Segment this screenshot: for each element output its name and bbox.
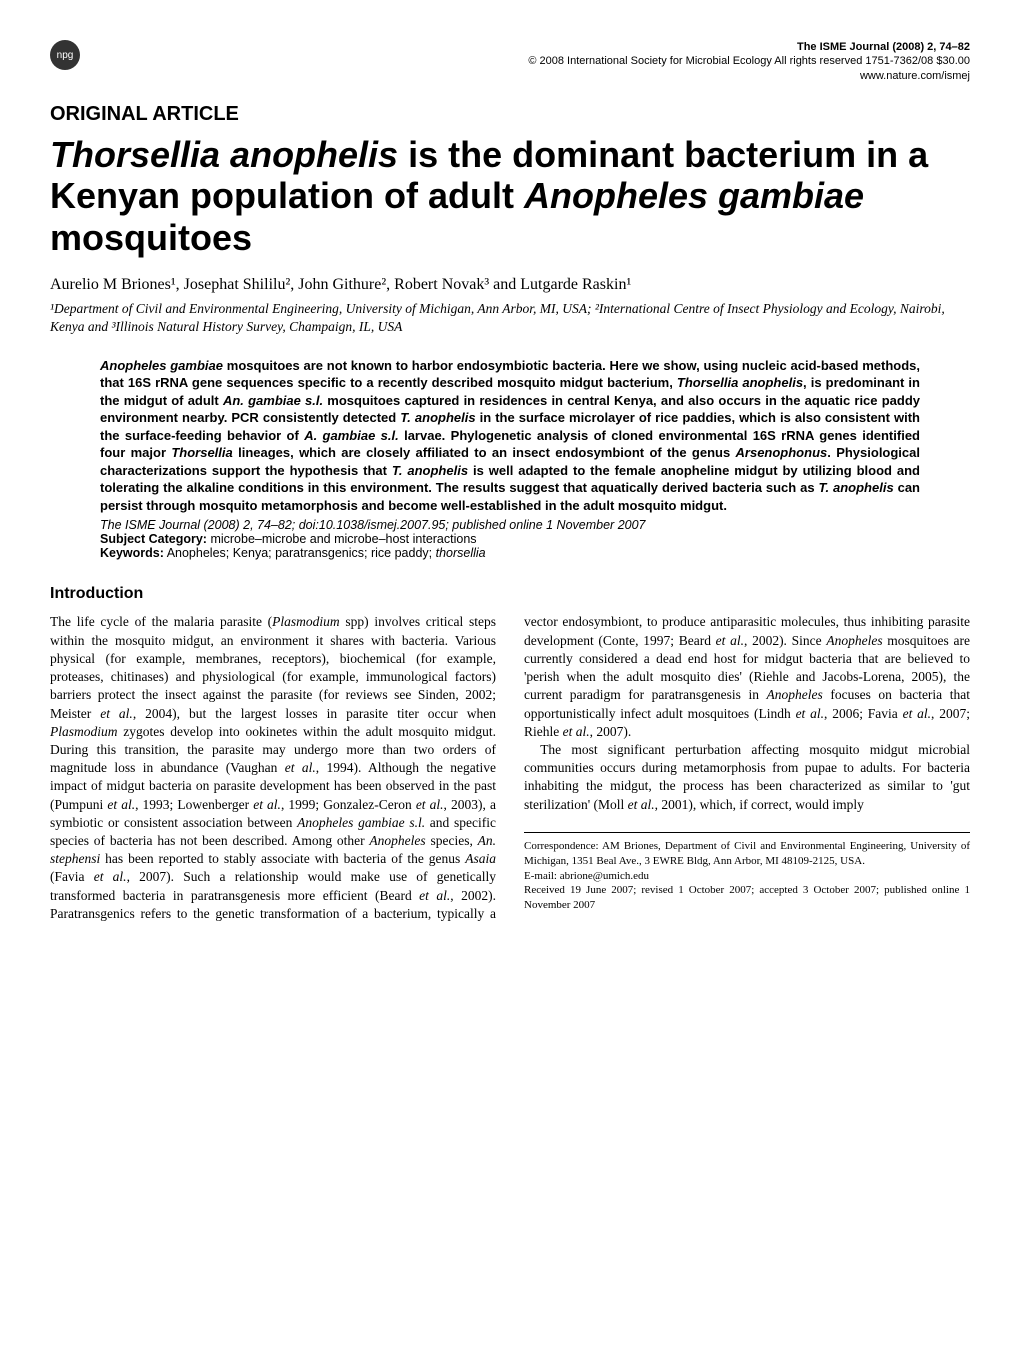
correspondence-block: Correspondence: AM Briones, Department o… bbox=[524, 832, 970, 913]
subject-category: Subject Category: microbe–microbe and mi… bbox=[100, 532, 920, 546]
abstract-block: Anopheles gambiae mosquitoes are not kno… bbox=[50, 357, 970, 561]
affiliations: ¹Department of Civil and Environmental E… bbox=[50, 300, 970, 336]
article-type: ORIGINAL ARTICLE bbox=[50, 103, 970, 126]
intro-paragraph-2: The most significant perturbation affect… bbox=[524, 741, 970, 814]
correspondence-address: Correspondence: AM Briones, Department o… bbox=[524, 839, 970, 869]
journal-title: The ISME Journal (2008) 2, 74–82 bbox=[528, 40, 970, 54]
keywords: Keywords: Anopheles; Kenya; paratransgen… bbox=[100, 546, 920, 560]
section-heading-introduction: Introduction bbox=[50, 585, 970, 603]
title-italic-1: Thorsellia anophelis bbox=[50, 134, 398, 175]
abstract-text: Anopheles gambiae mosquitoes are not kno… bbox=[100, 357, 920, 515]
body-columns: The life cycle of the malaria parasite (… bbox=[50, 613, 970, 923]
article-title: Thorsellia anophelis is the dominant bac… bbox=[50, 134, 970, 258]
title-text-2: mosquitoes bbox=[50, 217, 252, 258]
journal-info: The ISME Journal (2008) 2, 74–82 © 2008 … bbox=[528, 40, 970, 83]
journal-header: npg The ISME Journal (2008) 2, 74–82 © 2… bbox=[50, 40, 970, 83]
publisher-logo: npg bbox=[50, 40, 80, 70]
author-list: Aurelio M Briones¹, Josephat Shililu², J… bbox=[50, 276, 970, 294]
journal-url: www.nature.com/ismej bbox=[528, 69, 970, 83]
citation: The ISME Journal (2008) 2, 74–82; doi:10… bbox=[100, 518, 920, 532]
correspondence-email: E-mail: abrione@umich.edu bbox=[524, 869, 970, 884]
received-dates: Received 19 June 2007; revised 1 October… bbox=[524, 883, 970, 913]
title-italic-2: Anopheles gambiae bbox=[524, 175, 864, 216]
copyright-line: © 2008 International Society for Microbi… bbox=[528, 54, 970, 68]
